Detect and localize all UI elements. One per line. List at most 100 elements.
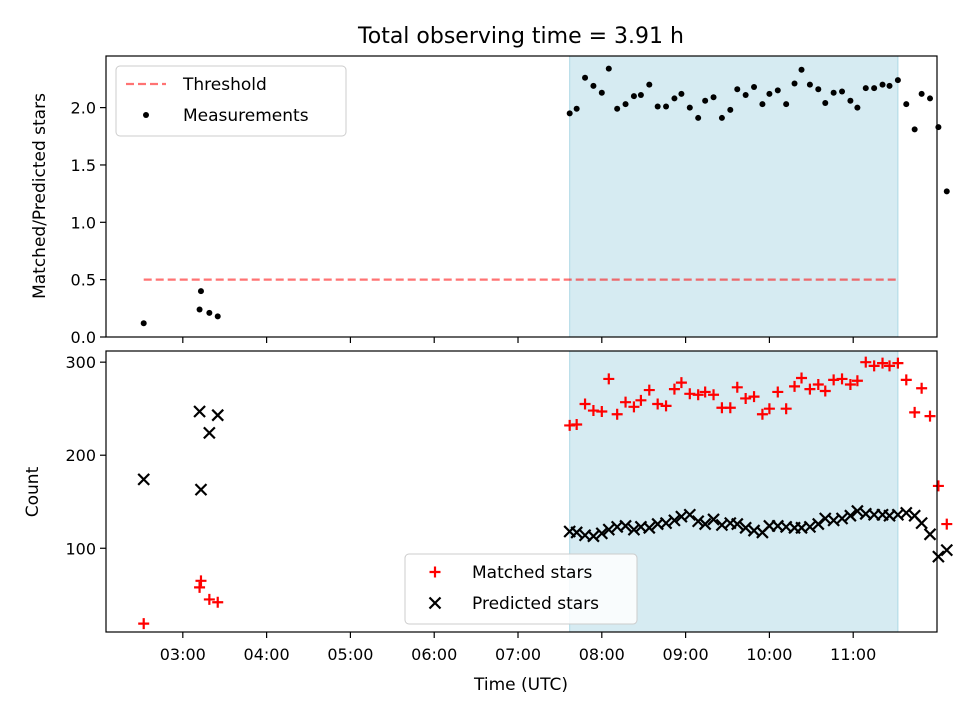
legend-label: Matched stars [472, 563, 592, 583]
measurement-point [678, 90, 685, 97]
measurement-point [911, 126, 918, 133]
predicted-star-point [915, 516, 928, 530]
measurement-point [854, 104, 861, 111]
measurement-point [663, 103, 670, 110]
predicted-star-point [691, 514, 705, 528]
legend-box [404, 553, 638, 625]
predicted-star-point [899, 506, 913, 520]
matched-star-point [851, 375, 863, 387]
y-tick-label: 300 [65, 353, 96, 372]
legend-predicted-swatch [428, 596, 442, 610]
matched-star-point [836, 373, 848, 385]
matched-star-point [668, 383, 680, 395]
matched-star-point [603, 373, 615, 385]
observing-span-shade [569, 55, 899, 338]
matched-star-point [731, 381, 743, 393]
matched-star-point [692, 389, 704, 401]
x-tick-label: 04:00 [244, 645, 290, 664]
matched-star-point [763, 403, 775, 415]
measurement-point [214, 313, 221, 320]
measurement-point [879, 81, 886, 88]
matched-star-point [643, 384, 655, 396]
matched-star-point [195, 575, 207, 587]
matched-star-point [660, 400, 672, 412]
time-x-axis-label: Time (UTC) [473, 675, 568, 695]
measurement-point [718, 114, 725, 121]
measurement-point [894, 77, 901, 84]
matched-star-point [877, 357, 889, 369]
matched-star-point [772, 386, 784, 398]
matched-star-point [812, 378, 824, 390]
x-tick-label: 07:00 [495, 645, 541, 664]
predicted-star-point [137, 473, 150, 486]
x-tick-label: 11:00 [830, 645, 876, 664]
measurement-point [197, 288, 204, 295]
measurement-point [862, 85, 869, 92]
y-tick-label: 100 [65, 539, 96, 558]
measurement-point [573, 105, 580, 112]
y-tick-label: 0.0 [71, 328, 96, 347]
x-tick-label: 10:00 [746, 645, 792, 664]
matched-star-point [909, 406, 921, 418]
measurement-point [614, 105, 621, 112]
legend-matched-swatch [429, 566, 441, 578]
matched-star-point [932, 480, 944, 492]
matched-star-point [780, 403, 792, 415]
matched-star-point [138, 618, 150, 630]
matched-star-point [652, 398, 664, 410]
predicted-star-point [844, 509, 857, 522]
predicted-star-point [570, 526, 583, 539]
y-tick-label: 0.5 [71, 271, 96, 290]
measurement-point [710, 94, 717, 101]
predicted-star-point [203, 426, 216, 440]
predicted-star-point [803, 520, 817, 534]
measurement-point [582, 74, 589, 81]
measurement-point [590, 82, 597, 89]
measurement-point [774, 87, 781, 94]
series-predicted-stars [137, 405, 954, 563]
matched-star-point [789, 380, 801, 392]
measurement-point [702, 97, 709, 104]
predicted-star-point [698, 517, 712, 531]
legend: Matched stars Predicted stars [404, 553, 638, 625]
measurement-point [839, 88, 846, 95]
matched-star-point [675, 377, 687, 389]
measurement-point [742, 91, 749, 98]
measurement-point [943, 188, 950, 195]
measurement-point [206, 309, 213, 316]
measurement-point [598, 89, 605, 96]
axes-frame [105, 55, 938, 338]
measurement-point [646, 81, 653, 88]
measurement-point [766, 90, 773, 97]
matched-star-point [924, 410, 936, 422]
predicted-star-point [194, 483, 208, 496]
matched-star-point [868, 360, 880, 372]
legend-box [115, 65, 347, 137]
predicted-star-point [602, 523, 616, 536]
axes-frame [105, 350, 938, 633]
predicted-star-point [595, 527, 609, 540]
matched-star-point [635, 394, 647, 406]
predicted-star-point [739, 521, 752, 535]
legend-label: Measurements [183, 106, 309, 126]
ratio-panel: 0.0 0.5 1.0 1.5 2.0 Threshold Measurements [71, 55, 950, 347]
predicted-star-point [923, 528, 937, 541]
measurement-point [671, 95, 678, 102]
legend-measurement-swatch [143, 112, 149, 118]
matched-star-point [892, 357, 904, 369]
matched-star-point [596, 405, 608, 417]
predicted-star-point [659, 516, 673, 530]
y-tick-label: 200 [65, 446, 96, 465]
predicted-star-point [851, 504, 864, 518]
predicted-star-point [707, 513, 720, 526]
measurement-point [734, 86, 741, 93]
measurement-point [140, 320, 147, 327]
predicted-star-point [627, 523, 641, 536]
predicted-star-point [932, 550, 945, 563]
predicted-star-point [643, 521, 656, 535]
predicted-star-point [683, 508, 697, 522]
measurement-point [830, 89, 837, 96]
measurement-point [927, 95, 934, 102]
measurement-point [847, 97, 854, 104]
predicted-star-point [668, 514, 681, 527]
